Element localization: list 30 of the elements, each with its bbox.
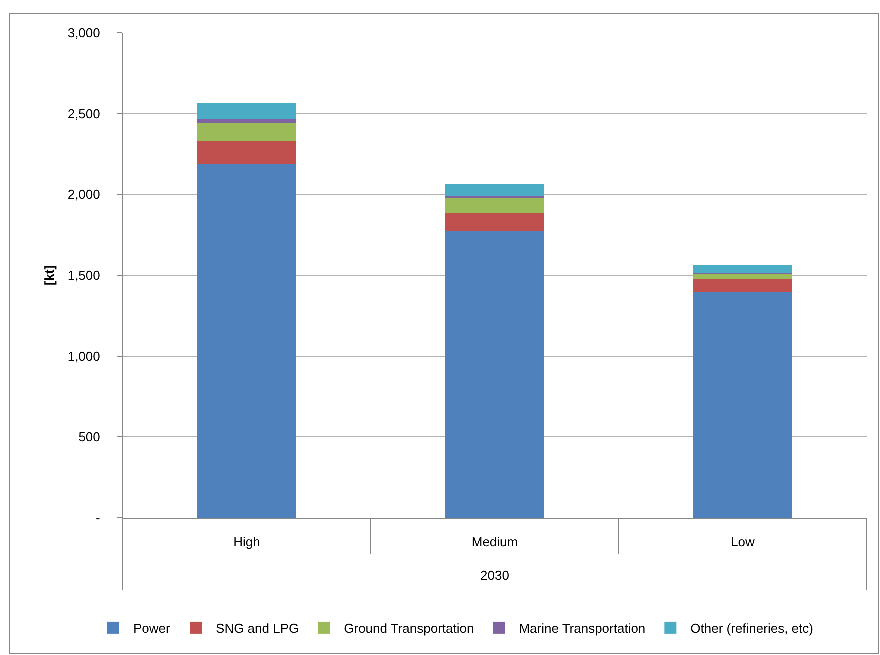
- y-tick-label: 3,000: [68, 26, 100, 41]
- bar: [197, 102, 297, 119]
- bar: [693, 274, 793, 279]
- bar: [693, 292, 793, 518]
- bar: [197, 141, 297, 164]
- bar: [445, 231, 545, 518]
- legend-label: Ground Transportation: [344, 621, 474, 636]
- bar: [197, 164, 297, 518]
- y-tick-label: 1,500: [68, 268, 100, 284]
- legend-label: Other (refineries, etc): [690, 621, 814, 636]
- y-tick-label: 500: [78, 430, 100, 445]
- y-tick-label: 2,500: [68, 106, 100, 122]
- bar: [693, 278, 793, 292]
- legend-label: Power: [134, 621, 172, 636]
- x-tick-label: High: [234, 534, 260, 550]
- bar: [445, 213, 545, 232]
- y-tick-label: 1,000: [68, 348, 100, 364]
- y-axis-title: [kt]: [42, 265, 57, 286]
- y-tick-label: -: [96, 510, 100, 526]
- bar: [693, 264, 793, 274]
- legend-label: SNG and LPG: [216, 621, 300, 636]
- x-tick-label: Low: [731, 534, 756, 550]
- legend-label: Marine Transportation: [519, 621, 646, 636]
- bar: [197, 123, 297, 142]
- bar: [197, 118, 297, 124]
- bar: [445, 198, 545, 214]
- bar: [445, 184, 545, 196]
- x-tick-label: Medium: [472, 534, 518, 550]
- y-tick-label: 2,000: [68, 187, 100, 202]
- x-axis-title: 2030: [480, 568, 510, 584]
